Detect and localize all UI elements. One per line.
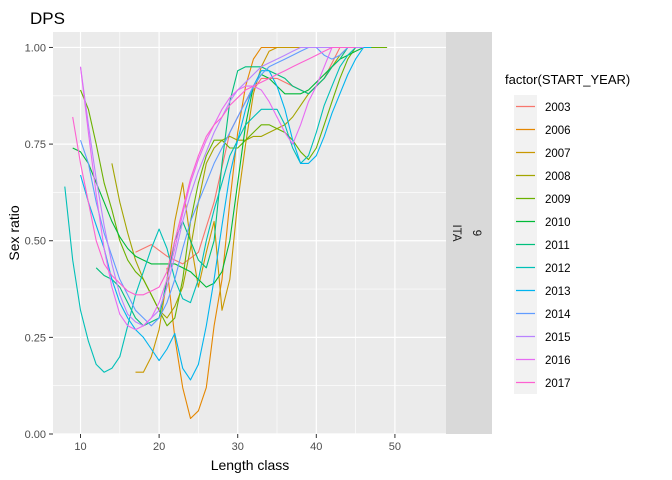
x-tick-label: 30 [232, 441, 244, 453]
legend-label-2003: 2003 [545, 102, 571, 114]
y-axis-title: Sex ratio [6, 205, 22, 260]
y-tick-label: 0.50 [25, 236, 46, 248]
legend-title: factor(START_YEAR) [505, 72, 630, 87]
y-axis: 0.00 0.25 0.50 0.75 1.00 [25, 42, 53, 441]
legend-label-2007: 2007 [545, 148, 571, 160]
legend-label-2016: 2016 [545, 355, 571, 367]
plot-panel-background [53, 32, 446, 434]
facet-strip-label-region: 9 [470, 230, 482, 236]
x-axis-title: Length class [211, 457, 290, 473]
legend-label-2009: 2009 [545, 194, 571, 206]
series-line-2016 [79, 46, 356, 331]
facet-strip-background [446, 32, 492, 434]
legend-label-2011: 2011 [545, 240, 570, 252]
x-tick-label: 40 [310, 441, 322, 453]
x-tick-label: 50 [389, 441, 401, 453]
legend-label-2006: 2006 [545, 125, 571, 137]
series-line-2010 [72, 46, 372, 288]
y-tick-label: 0.75 [25, 139, 46, 151]
x-axis: 10 20 30 40 50 [74, 434, 401, 453]
series-line-2017 [72, 46, 356, 296]
y-tick-label: 1.00 [25, 42, 46, 54]
legend-label-2014: 2014 [545, 309, 571, 321]
chart-title: DPS [30, 9, 65, 28]
legend-label-2013: 2013 [545, 286, 571, 298]
legend-label-2017: 2017 [545, 378, 571, 390]
legend-label-2012: 2012 [545, 263, 571, 275]
legend-label-2015: 2015 [545, 332, 571, 344]
facet-strip-label-country: ITA [450, 224, 462, 241]
y-tick-label: 0.00 [25, 429, 46, 441]
series-line-2012 [64, 46, 364, 373]
legend-label-2008: 2008 [545, 171, 571, 183]
series-line-2013 [79, 46, 372, 381]
series-line-2011 [95, 46, 356, 327]
x-tick-label: 10 [74, 441, 86, 453]
x-tick-label: 20 [153, 441, 165, 453]
legend: factor(START_YEAR) 200320062007200820092… [505, 72, 630, 394]
major-gridlines [53, 32, 446, 435]
series-lines [64, 46, 388, 420]
legend-items: 2003 2006 2007 2008 2009 2010 2011 2012 2013 2014… [514, 95, 571, 394]
y-tick-label: 0.25 [25, 332, 46, 344]
legend-label-2010: 2010 [545, 217, 571, 229]
